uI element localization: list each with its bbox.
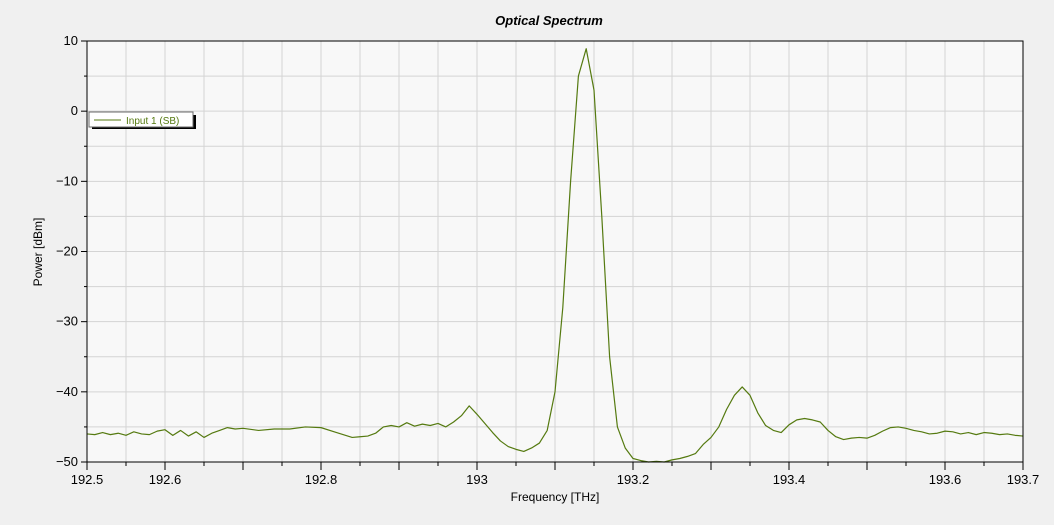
series-line	[86, 48, 1024, 463]
y-tick-label: −10	[56, 173, 78, 188]
legend: Input 1 (SB)	[88, 111, 196, 129]
y-tick-label: 10	[64, 33, 78, 48]
y-tick-label: −40	[56, 384, 78, 399]
y-tick-label: −50	[56, 454, 78, 469]
x-tick-label: 192.6	[149, 472, 182, 487]
x-tick-label: 193.2	[617, 472, 650, 487]
x-tick-label: 193.7	[1007, 472, 1040, 487]
axis-ticks	[81, 40, 1024, 470]
legend-label: Input 1 (SB)	[126, 116, 179, 127]
x-tick-label: 193	[466, 472, 488, 487]
x-tick-label: 193.4	[773, 472, 806, 487]
y-axis-label: Power [dBm]	[31, 218, 45, 287]
x-axis-label: Frequency [THz]	[511, 490, 600, 504]
y-tick-labels: 10 0 −10 −20 −30 −40 −50	[56, 33, 78, 469]
x-tick-label: 193.6	[929, 472, 962, 487]
x-tick-label: 192.8	[305, 472, 338, 487]
y-tick-label: −20	[56, 244, 78, 259]
x-tick-labels: 192.5 192.6 192.8 193 193.2 193.4 193.6 193.7	[71, 472, 1040, 487]
legend-box	[88, 111, 194, 128]
x-tick-label: 192.5	[71, 472, 104, 487]
series-layer	[86, 48, 1024, 463]
y-tick-label: 0	[71, 103, 78, 118]
y-tick-label: −30	[56, 314, 78, 329]
chart-title: Optical Spectrum	[495, 13, 603, 28]
